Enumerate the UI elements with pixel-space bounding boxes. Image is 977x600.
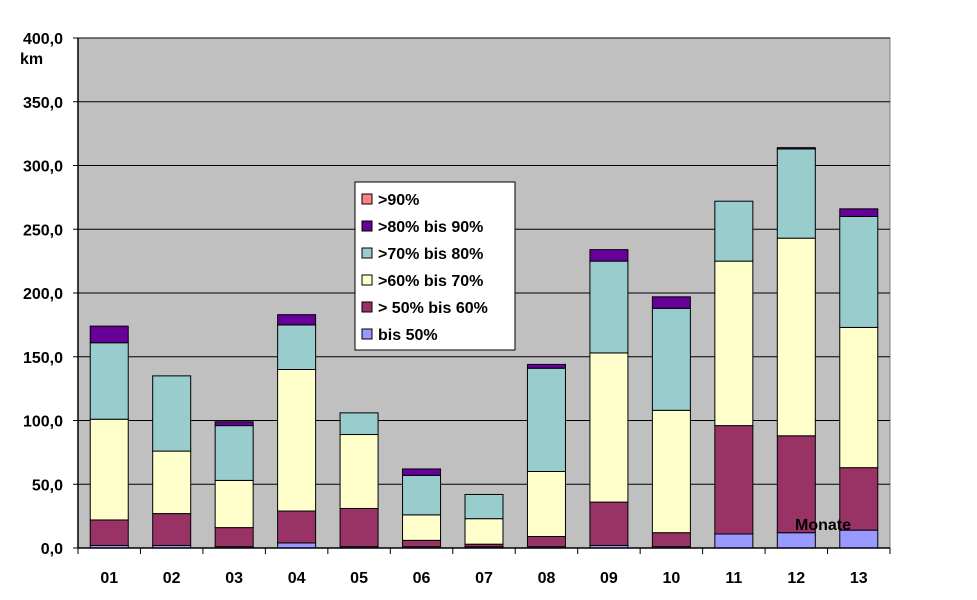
- x-tick-label: 12: [787, 570, 805, 587]
- x-tick-label: 05: [350, 570, 368, 587]
- bar-segment: [651, 307, 691, 411]
- x-tick-label: 02: [163, 570, 181, 587]
- bar-segment: [714, 533, 754, 549]
- bar-segment: [339, 434, 379, 509]
- bar-segment: [152, 513, 192, 546]
- y-tick-label: 250,0: [23, 222, 63, 239]
- x-tick-label: 09: [600, 570, 618, 587]
- legend-label: > 50% bis 60%: [378, 300, 488, 317]
- bar-segment: [464, 493, 504, 520]
- bar-segment: [526, 471, 566, 538]
- bar-segment: [776, 147, 816, 150]
- bar-segment: [839, 208, 879, 218]
- bar-segment: [839, 216, 879, 328]
- bar-segment: [464, 518, 504, 545]
- bar-segment: [839, 326, 879, 469]
- legend-label: bis 50%: [378, 327, 438, 344]
- bar-segment: [277, 314, 317, 326]
- legend-label: >80% bis 90%: [378, 219, 483, 236]
- bar-segment: [714, 260, 754, 427]
- y-tick-label: 400,0: [23, 31, 63, 48]
- bar-segment: [277, 542, 317, 549]
- y-unit-label: km: [20, 51, 43, 68]
- bar-segment: [714, 200, 754, 262]
- bar-segment: [776, 237, 816, 437]
- legend-swatch: [361, 247, 373, 259]
- y-tick-label: 350,0: [23, 95, 63, 112]
- y-tick-label: 100,0: [23, 414, 63, 431]
- bar-segment: [589, 249, 629, 262]
- bar-segment: [526, 536, 566, 548]
- bar-segment: [589, 260, 629, 354]
- x-tick-label: 01: [100, 570, 118, 587]
- bar-segment: [402, 539, 442, 548]
- x-tick-label: 11: [725, 570, 742, 587]
- bar-segment: [402, 514, 442, 541]
- legend-swatch: [361, 274, 373, 286]
- legend-label: >70% bis 80%: [378, 246, 483, 263]
- bar-segment: [89, 342, 129, 420]
- bar-segment: [651, 532, 691, 548]
- x-tick-label: 06: [413, 570, 431, 587]
- bar-segment: [214, 479, 254, 529]
- bar-segment: [214, 421, 254, 427]
- x-tick-labels: 01 02 03 04 05 06 07 08 09 10 11 12 13: [77, 548, 891, 587]
- legend-swatch: [361, 328, 373, 340]
- bar-segment: [589, 501, 629, 546]
- legend-label: >60% bis 70%: [378, 273, 483, 290]
- legend-label: >90%: [378, 192, 419, 209]
- x-tick-label: 13: [850, 570, 868, 587]
- y-tick-labels: 0,0 50,0 100,0 150,0 200,0 250,0 300,0 350,0 400…: [23, 31, 78, 558]
- legend-box: [354, 181, 516, 351]
- bar-segment: [651, 296, 691, 309]
- bars: [89, 147, 879, 549]
- x-tick-label: 04: [288, 570, 306, 587]
- bar-segment: [526, 363, 566, 369]
- bar-segment: [214, 425, 254, 481]
- y-tick-label: 150,0: [23, 350, 63, 367]
- bar-segment: [152, 375, 192, 452]
- y-tick-label: 200,0: [23, 286, 63, 303]
- bar-segment: [526, 367, 566, 473]
- bar-segment: [339, 412, 379, 436]
- y-tick-label: 0,0: [41, 541, 63, 558]
- bar-segment: [714, 425, 754, 535]
- bar-segment: [776, 435, 816, 534]
- annotation-monate: Monate: [795, 517, 851, 534]
- x-tick-label: 03: [225, 570, 243, 587]
- bar-segment: [589, 352, 629, 503]
- x-tick-label: 08: [538, 570, 556, 587]
- legend-swatch: [361, 220, 373, 232]
- bar-segment: [89, 418, 129, 521]
- y-tick-label: 50,0: [32, 477, 63, 494]
- legend-swatch: [361, 193, 373, 205]
- bar-segment: [402, 474, 442, 516]
- bar-segment: [152, 450, 192, 515]
- bar-segment: [277, 369, 317, 512]
- bar-segment: [277, 510, 317, 544]
- x-tick-label: 07: [475, 570, 493, 587]
- bar-segment: [402, 468, 442, 476]
- legend-swatch: [361, 301, 373, 313]
- legend: >90% >80% bis 90% >70% bis 80% >60% bis 70%…: [354, 181, 516, 351]
- bar-segment: [776, 148, 816, 239]
- bar-segment: [214, 527, 254, 548]
- bar-segment: [839, 467, 879, 531]
- y-tick-label: 300,0: [23, 159, 63, 176]
- bar-segment: [89, 325, 129, 344]
- bar-segment: [89, 519, 129, 546]
- bar-segment: [339, 507, 379, 548]
- x-tick-label: 10: [662, 570, 680, 587]
- bar-segment: [277, 324, 317, 370]
- bar-segment: [651, 409, 691, 534]
- bar-segment: [776, 532, 816, 549]
